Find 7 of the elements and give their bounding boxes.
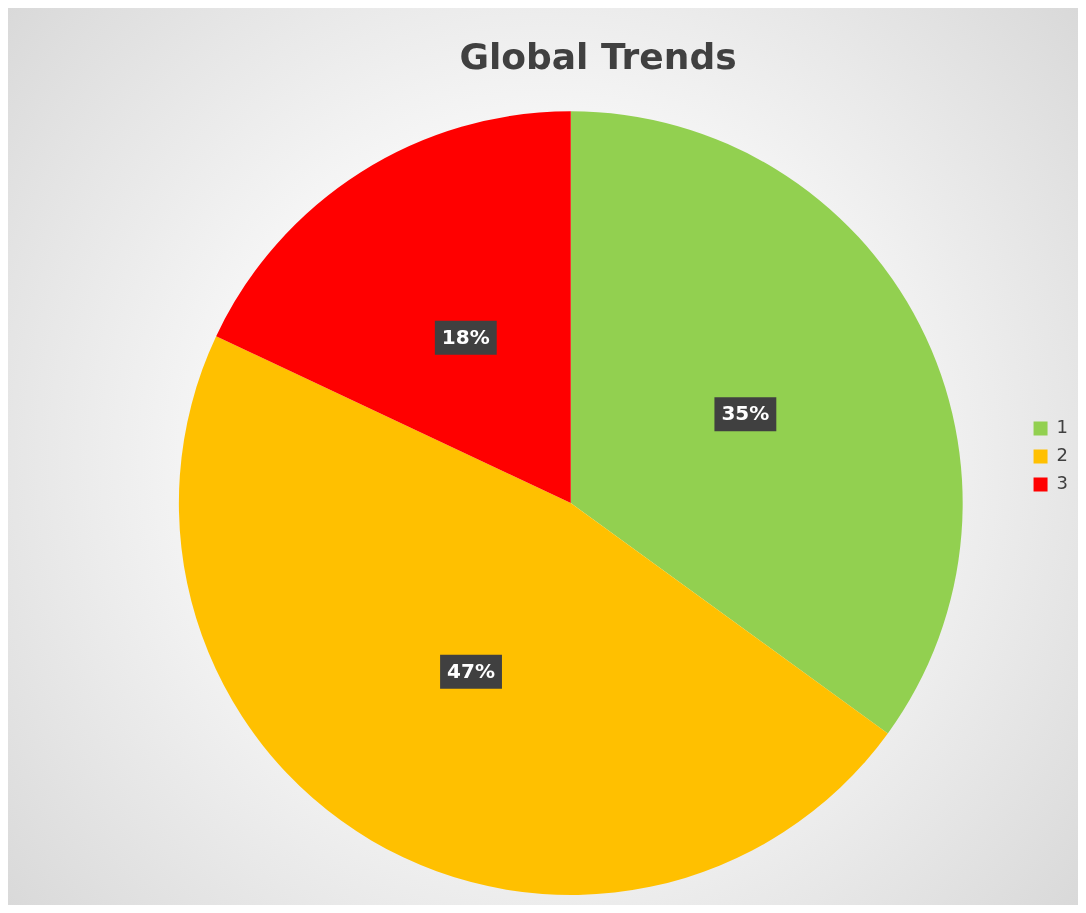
data-label: 18% <box>441 324 490 349</box>
data-label: 47% <box>447 658 495 683</box>
chart-title: Global Trends <box>459 35 737 77</box>
legend-label: 2 <box>1056 444 1068 466</box>
legend-label: 3 <box>1056 472 1068 494</box>
data-label: 35% <box>721 401 770 426</box>
legend-label: 1 <box>1056 416 1068 438</box>
